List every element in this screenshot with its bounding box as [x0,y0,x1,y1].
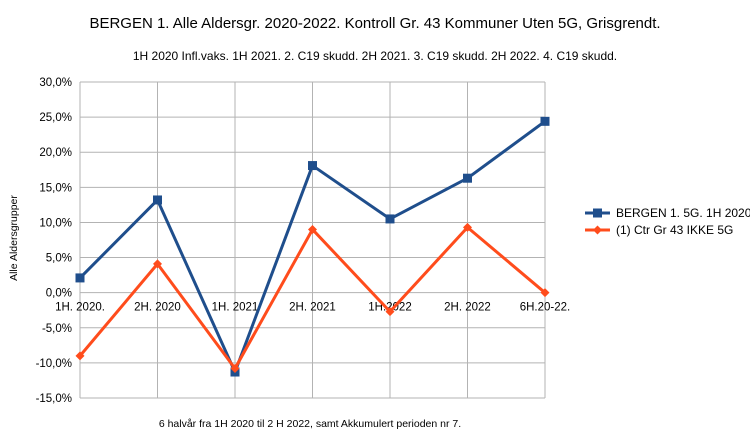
x-tick-label: 2H. 2020 [134,302,181,314]
y-tick-label: 10,0% [39,217,72,229]
data-point [385,307,395,317]
legend-marker [593,225,602,235]
x-tick-label: 2H. 2022 [444,302,491,314]
data-point [230,364,240,374]
data-point [75,351,85,361]
legend: BERGEN 1. 5G. 1H 2020. (1) Ctr Gr 43 IKKE… [585,206,750,237]
x-tick-label: 2H. 2021 [289,302,336,314]
y-tick-label: 5,0% [46,253,72,265]
y-tick-label: 15,0% [39,182,72,194]
legend-label: (1) Ctr Gr 43 IKKE 5G [616,223,733,237]
y-tick-label: 25,0% [39,112,72,124]
data-point [308,224,317,234]
x-tick-label: 1H. 2020. [55,302,105,314]
legend-marker [593,208,602,218]
y-tick-label: 0,0% [46,288,72,300]
legend-label: BERGEN 1. 5G. 1H 2020. [616,206,750,220]
chart-title: BERGEN 1. Alle Aldersgr. 2020-2022. Kont… [89,15,660,32]
data-point [308,161,317,171]
data-point [75,273,85,283]
chart-subtitle: 1H 2020 Infl.vaks. 1H 2021. 2. C19 skudd… [133,49,617,63]
y-tick-label: -15,0% [36,393,72,405]
data-point [463,173,472,183]
x-tick-label: 6H.20-22. [520,302,571,314]
y-tick-label: 20,0% [39,147,72,159]
data-point [540,288,550,298]
y-axis-label: Alle Aldersgrupper [8,195,20,281]
y-tick-label: -10,0% [36,358,72,370]
plot-area: -15,0% -10,0% -5,0% 0,0% 5,0% 10,0% 15,0% 20,0%… [36,77,571,405]
data-point [463,222,472,232]
x-tick-label: 1H. 2021 [212,302,259,314]
data-point [540,116,550,126]
x-axis-label: 6 halvår fra 1H 2020 til 2 H 2022, samt … [159,418,461,430]
data-point [153,259,162,269]
y-tick-label: 30,0% [39,77,72,89]
data-point [385,214,395,224]
y-tick-label: -5,0% [42,323,72,335]
data-point [153,195,162,205]
